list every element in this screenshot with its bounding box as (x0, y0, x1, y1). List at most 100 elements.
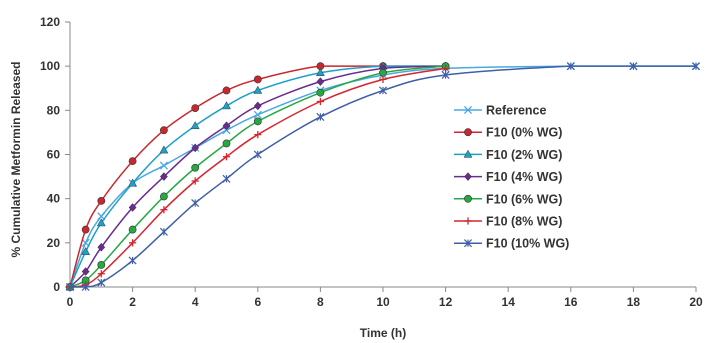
series-4 (66, 62, 450, 291)
data-point (81, 282, 90, 292)
data-point (254, 131, 262, 139)
data-point (316, 88, 325, 97)
legend-entry: F10 (0% WG) (454, 126, 562, 140)
data-point (159, 172, 168, 181)
data-point (159, 227, 168, 236)
data-point (159, 161, 168, 170)
legend-label: F10 (8% WG) (486, 215, 562, 229)
legend-entry: F10 (4% WG) (454, 170, 562, 184)
legend-label: F10 (0% WG) (486, 126, 562, 140)
y-tick-label: 80 (47, 103, 61, 117)
data-point (222, 86, 231, 95)
x-tick-label: 2 (129, 295, 136, 309)
data-point (128, 225, 137, 234)
data-point (191, 199, 200, 208)
data-point (191, 104, 200, 113)
series-2 (65, 61, 451, 291)
data-point (97, 270, 105, 278)
data-point (222, 153, 231, 161)
legend-marker (464, 172, 472, 181)
legend-marker (463, 149, 473, 158)
axes: 0 20 40 60 80 100 120 0 2 4 6 8 10 12 14 16 18 20 (40, 15, 703, 309)
data-point (128, 178, 138, 187)
x-tick-label: 20 (689, 295, 703, 309)
legend-entry: Reference (454, 104, 546, 118)
series-1 (66, 62, 450, 291)
legend-marker (464, 128, 472, 137)
data-point (253, 85, 263, 94)
data-point (81, 246, 91, 255)
data-point (191, 163, 200, 172)
data-point (222, 174, 231, 183)
legend-label: F10 (4% WG) (486, 170, 562, 184)
x-tick-label: 10 (376, 295, 390, 309)
x-tick-label: 16 (564, 295, 578, 309)
legend-marker (464, 217, 472, 225)
data-point (81, 225, 90, 234)
legend-label: F10 (2% WG) (486, 148, 562, 162)
x-tick-label: 4 (192, 295, 199, 309)
data-point (159, 145, 169, 154)
x-tick-label: 0 (67, 295, 74, 309)
series-line (69, 65, 446, 288)
legend-entry: F10 (6% WG) (454, 192, 562, 206)
data-point (691, 62, 701, 71)
data-point (441, 70, 450, 80)
y-tick-label: 0 (53, 280, 60, 294)
legend-label: F10 (6% WG) (486, 192, 562, 206)
data-point (128, 256, 137, 265)
legend-entry: F10 (8% WG) (454, 215, 562, 229)
data-point (97, 242, 106, 252)
series-line (69, 65, 446, 288)
y-tick-label: 20 (47, 236, 61, 250)
data-point (81, 267, 90, 276)
data-point (316, 112, 325, 121)
data-point (97, 278, 106, 287)
series-line (69, 67, 446, 288)
data-point (253, 117, 262, 126)
data-point (128, 203, 137, 212)
y-tick-label: 100 (40, 59, 60, 73)
legend-label: Reference (486, 104, 546, 118)
data-point (316, 77, 325, 86)
data-point (159, 126, 168, 135)
series-3 (66, 61, 450, 292)
data-point (97, 261, 106, 269)
data-point (160, 206, 168, 214)
data-point (222, 139, 231, 148)
data-point (379, 75, 387, 84)
data-point (129, 239, 137, 247)
x-axis-title: Time (h) (360, 326, 406, 340)
legend-marker (463, 105, 473, 115)
legend-entry: F10 (10% WG) (454, 237, 569, 251)
data-point (378, 86, 388, 95)
x-tick-label: 6 (254, 295, 261, 309)
data-point (379, 68, 387, 77)
legend: Reference F10 (0% WG) F10 (2% WG) F10 (4% W… (454, 104, 569, 251)
data-point (253, 75, 262, 84)
series-line (70, 65, 696, 288)
series-line (69, 65, 446, 288)
legend-entry: F10 (2% WG) (454, 148, 562, 162)
y-tick-label: 120 (40, 15, 60, 29)
x-tick-label: 12 (439, 295, 453, 309)
legend-label: F10 (10% WG) (486, 237, 569, 251)
data-point (315, 68, 325, 77)
series-5 (66, 64, 450, 291)
data-point (222, 121, 231, 131)
y-tick-label: 40 (47, 192, 61, 206)
data-point (253, 101, 262, 111)
data-point (96, 218, 106, 227)
legend-marker (464, 194, 472, 203)
y-tick-label: 60 (47, 148, 61, 162)
data-point (566, 62, 575, 71)
data-point (128, 157, 137, 166)
x-tick-label: 14 (502, 295, 516, 309)
series-6 (65, 62, 701, 292)
data-point (190, 121, 200, 130)
data-point (191, 177, 199, 185)
data-point (191, 143, 200, 153)
series-layer (65, 61, 701, 292)
data-point (442, 64, 450, 72)
